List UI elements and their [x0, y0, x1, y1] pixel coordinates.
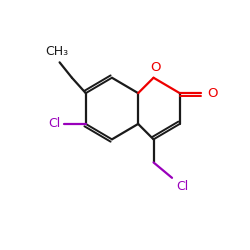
Text: O: O	[150, 61, 161, 74]
Text: CH₃: CH₃	[45, 46, 68, 59]
Text: O: O	[208, 87, 218, 100]
Text: Cl: Cl	[48, 118, 60, 130]
Text: Cl: Cl	[176, 180, 188, 193]
